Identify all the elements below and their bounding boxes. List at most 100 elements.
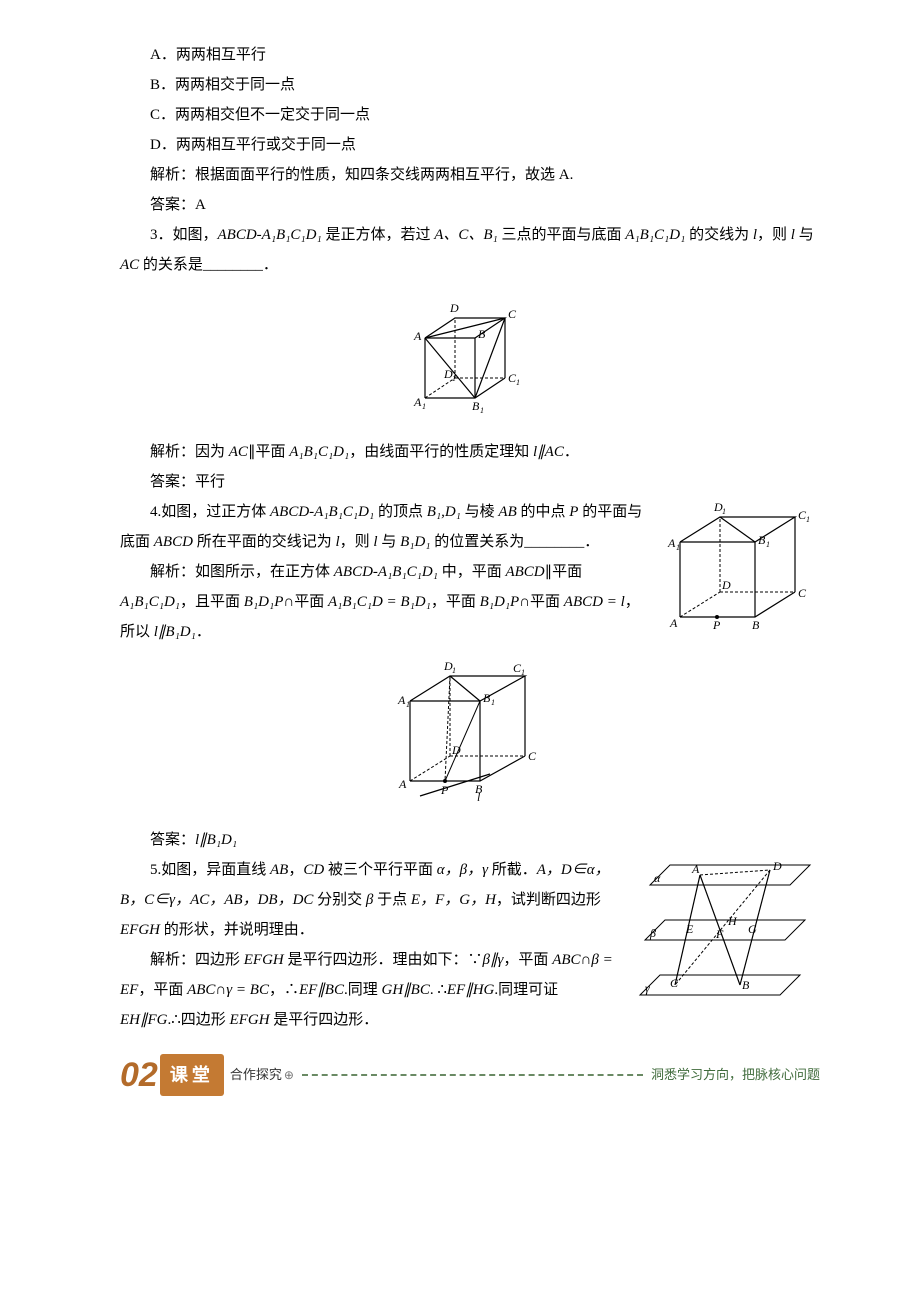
q4-ana-d: ，且平面 xyxy=(180,594,244,610)
svg-text:A: A xyxy=(398,777,407,791)
svg-text:1: 1 xyxy=(480,406,484,415)
q4-ana-i: ． xyxy=(196,624,211,640)
svg-text:H: H xyxy=(727,914,738,928)
q5-ana-a: 解析：四边形 xyxy=(150,952,244,968)
svg-text:A: A xyxy=(397,693,406,707)
q3-prism: ABCD-A₁B₁C₁D₁ xyxy=(218,227,322,243)
q5-b: ， xyxy=(288,862,303,878)
q4-ana-b: 中，平面 xyxy=(438,564,506,580)
q4-ana-prism: ABCD-A₁B₁C₁D₁ xyxy=(334,564,438,580)
svg-text:γ: γ xyxy=(645,981,650,995)
q3-stem: 3．如图，ABCD-A₁B₁C₁D₁ 是正方体，若过 A、C、B₁ 三点的平面与… xyxy=(120,220,820,280)
svg-text:C: C xyxy=(528,749,537,763)
q4-ana-c: 平面 xyxy=(552,564,582,580)
q4-h: 与 xyxy=(378,534,401,550)
svg-text:B: B xyxy=(483,691,491,705)
q2-analysis: 解析：根据面面平行的性质，知四条交线两两相互平行，故选 A. xyxy=(120,160,820,190)
q5-ana-bc: ABC∩γ = BC xyxy=(187,982,269,998)
q5-ana-d: ，平面 xyxy=(138,982,187,998)
banner-arrow-icon: ⊕ xyxy=(284,1063,294,1087)
q4-ans-b: l∥B₁D₁ xyxy=(195,832,237,848)
svg-text:G: G xyxy=(748,922,757,936)
section-banner: 02 课堂 合作探究 ⊕ 洞悉学习方向，把脉核心问题 xyxy=(120,1051,820,1099)
option-b: B．两两相交于同一点 xyxy=(120,70,820,100)
q4-g: ，则 xyxy=(340,534,374,550)
q4-ana-a1b1c1d: A₁B₁C₁D xyxy=(328,594,383,610)
q5-ab: AB xyxy=(270,862,288,878)
svg-text:B: B xyxy=(478,327,486,341)
svg-text:1: 1 xyxy=(452,666,456,675)
q5-ana-efgh2: EFGH xyxy=(230,1012,270,1028)
q4-b1d1: B₁,D₁ xyxy=(427,504,461,520)
svg-text:A: A xyxy=(413,395,422,409)
q5-figure: α β γ A D C B E F G H xyxy=(630,855,820,1016)
banner-dash-icon xyxy=(302,1074,643,1076)
q5-ana-h: .同理可证 xyxy=(494,982,558,998)
q5-pts: E，F，G，H xyxy=(411,892,496,908)
q5-ana-bg: β∥γ xyxy=(483,952,504,968)
svg-text:B: B xyxy=(758,533,766,547)
svg-text:C: C xyxy=(670,976,679,990)
q5-planes: α，β，γ xyxy=(437,862,488,878)
q3-stem-d: 的交线为 xyxy=(685,227,753,243)
q5-g: 于点 xyxy=(373,892,411,908)
q4-b1d1b: B₁D₁ xyxy=(400,534,430,550)
option-a: A．两两相互平行 xyxy=(120,40,820,70)
q2-answer: 答案：A xyxy=(120,190,820,220)
q4-ana-a: 解析：如图所示，在正方体 xyxy=(150,564,334,580)
svg-text:D: D xyxy=(772,859,782,873)
q4-ana-lpar: l∥B₁D₁ xyxy=(154,624,196,640)
q4-ana-abcd2: ABCD xyxy=(564,594,603,610)
q5-ana-e: ，∴ xyxy=(269,982,299,998)
svg-text:1: 1 xyxy=(676,543,680,552)
option-d: D．两两相互平行或交于同一点 xyxy=(120,130,820,160)
q5-f: 分别交 xyxy=(313,892,366,908)
svg-text:D: D xyxy=(451,743,461,757)
q4-c: 与棱 xyxy=(461,504,499,520)
q5-d: 所截． xyxy=(488,862,537,878)
q4-figure-large: A1 B1 C1 D1 A B C D P l xyxy=(120,656,820,817)
q4-ab: AB xyxy=(498,504,516,520)
q5-ana-ghbc: GH∥BC xyxy=(382,982,430,998)
q5-a: 5.如图，异面直线 xyxy=(150,862,270,878)
svg-text:1: 1 xyxy=(722,507,726,516)
svg-text:1: 1 xyxy=(521,668,525,677)
svg-text:1: 1 xyxy=(422,402,426,411)
q5-ana-b: 是平行四边形．理由如下：∵ xyxy=(284,952,483,968)
q3-stem-a: 3．如图， xyxy=(150,227,218,243)
svg-text:A: A xyxy=(667,536,676,550)
banner-tag: 洞悉学习方向，把脉核心问题 xyxy=(651,1062,820,1088)
q3-ana-lac: l∥AC xyxy=(533,444,564,460)
q4-ana-b1d1p2: B₁D₁P xyxy=(480,594,520,610)
q4-figure-small: A1 B1 C1 D1 A B C D P xyxy=(660,497,820,648)
q3-ana-d: ． xyxy=(564,444,579,460)
svg-text:D: D xyxy=(449,301,459,315)
q4-ans-a: 答案： xyxy=(150,832,195,848)
svg-text:C: C xyxy=(508,307,517,321)
q5-ana-c: ，平面 xyxy=(503,952,552,968)
q3-stem-c: 三点的平面与底面 xyxy=(498,227,626,243)
q5-ana-f: .同理 xyxy=(344,982,382,998)
q3-stem-g: 的关系是________． xyxy=(139,257,278,273)
q5-i: 的形状，并说明理由． xyxy=(160,922,314,938)
svg-text:1: 1 xyxy=(766,540,770,549)
svg-text:B: B xyxy=(472,399,480,413)
svg-text:A: A xyxy=(691,862,700,876)
svg-text:1: 1 xyxy=(806,515,810,524)
q4-ana-eq1: = B₁D₁ xyxy=(383,594,431,610)
q5-ana-efgh: EFGH xyxy=(244,952,284,968)
q4-d: 的中点 xyxy=(517,504,570,520)
svg-text:F: F xyxy=(715,927,724,941)
q3-answer: 答案：平行 xyxy=(120,467,820,497)
q4-ana-e: ∩平面 xyxy=(283,594,328,610)
q5-ana-i: .∴四边形 xyxy=(168,1012,230,1028)
q3-analysis: 解析：因为 AC∥平面 A₁B₁C₁D₁，由线面平行的性质定理知 l∥AC． xyxy=(120,437,820,467)
svg-text:β: β xyxy=(649,926,656,940)
q3-ana-b: 平面 xyxy=(255,444,289,460)
svg-text:P: P xyxy=(440,783,449,797)
q4-ana-g: ∩平面 xyxy=(519,594,564,610)
banner-sub: 合作探究 xyxy=(230,1062,282,1088)
q5-cd: CD xyxy=(303,862,324,878)
q4-prism: ABCD-A₁B₁C₁D₁ xyxy=(270,504,374,520)
q3-base: A₁B₁C₁D₁ xyxy=(625,227,685,243)
